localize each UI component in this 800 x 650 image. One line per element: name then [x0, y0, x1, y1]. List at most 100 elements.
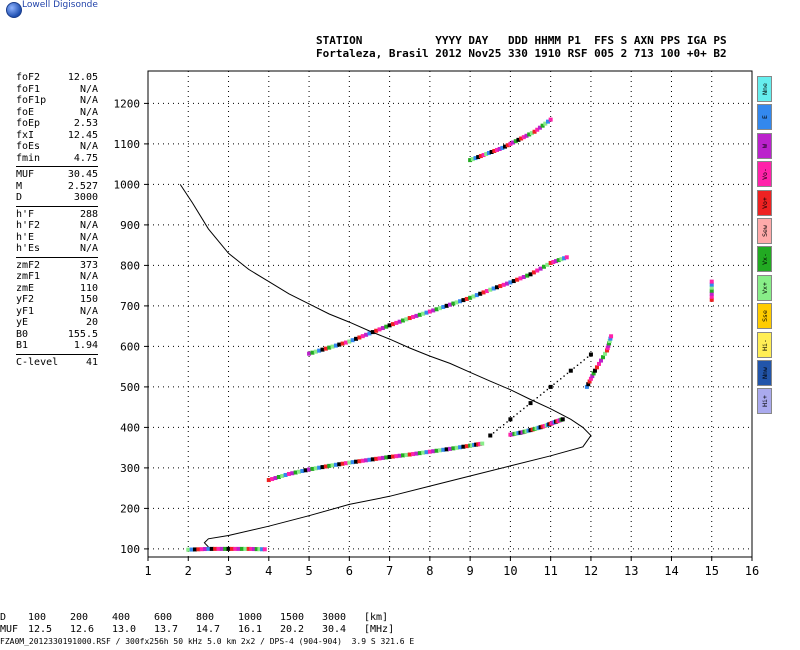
trace-point	[484, 289, 489, 294]
trace-point	[354, 459, 359, 464]
trace-point	[327, 345, 332, 350]
param-value: 4.75	[73, 152, 98, 164]
trace-point	[535, 268, 540, 273]
muf-cell: 12.6	[70, 624, 95, 635]
muf-row: MUF 12.5 12.6 13.0 13.7 14.7 16.1 20.2 30.4 [MHz…	[0, 624, 406, 636]
trace-point	[374, 328, 379, 333]
trace-point	[709, 291, 714, 296]
trace-point	[709, 285, 714, 290]
x-tick-label: 14	[664, 564, 678, 578]
trace-point	[219, 546, 224, 551]
param-value: 110	[79, 282, 98, 294]
trace-point	[590, 374, 595, 379]
trace-point	[520, 430, 525, 435]
param-value: N/A	[79, 243, 98, 254]
param-row: zmF1 N/A	[16, 271, 98, 283]
legend-label: Sew	[760, 225, 769, 237]
axes: 1 2 3 4 5 6 7 8 9 10 11 12 13 14 15 1610020030040050060…	[114, 97, 760, 578]
param-name: zmF2	[16, 259, 41, 271]
trace-point	[562, 256, 567, 261]
trace-point	[468, 295, 473, 300]
param-name: B0	[16, 328, 29, 340]
trace-point	[330, 344, 335, 349]
trace-point	[709, 279, 714, 284]
param-row: D 3000	[16, 192, 98, 204]
trace-point	[394, 454, 399, 459]
trace-point	[364, 458, 369, 463]
trace-point	[588, 376, 593, 381]
trace-point	[407, 316, 412, 321]
x-tick-label: 16	[745, 564, 759, 578]
trace-point	[609, 334, 614, 339]
param-name: fmin	[16, 152, 41, 164]
trace-point	[519, 136, 524, 141]
trace-point	[470, 157, 475, 162]
trace-point	[709, 288, 714, 293]
legend-label: Nnw	[760, 367, 769, 379]
trace-point	[533, 399, 535, 402]
trace-point	[535, 127, 540, 132]
trace-point	[529, 131, 534, 136]
trace-point	[515, 277, 520, 282]
trace-point	[283, 472, 288, 477]
trace-point	[492, 148, 497, 153]
param-value: 155.5	[67, 328, 98, 340]
trace-point	[516, 431, 521, 436]
globe-logo-icon	[6, 2, 22, 18]
trace-point	[249, 546, 254, 551]
trace-point	[543, 121, 548, 126]
trace-point	[354, 336, 359, 341]
scaled-parameters-panel: foF2 12.05 foF1 N/A foF1p N/A foE N/A foEp 2.53 fx…	[16, 72, 98, 368]
trace-point	[407, 452, 412, 457]
trace-point	[297, 469, 301, 474]
trace-point	[505, 281, 510, 286]
trace-point	[534, 426, 539, 431]
legend-item: Vx+	[757, 274, 772, 301]
trace-point	[536, 397, 538, 399]
trace-point	[243, 546, 248, 551]
x-tick-label: 15	[705, 564, 719, 578]
legend-label: Vx-	[760, 253, 769, 266]
legend-label: Hi+	[760, 395, 769, 408]
param-name: M	[16, 180, 23, 192]
trace-point	[709, 294, 714, 299]
trace-point	[347, 460, 352, 465]
trace-point	[431, 449, 436, 454]
trace-point	[458, 445, 463, 450]
y-tick-label: 200	[120, 502, 140, 515]
trace-point	[357, 459, 362, 464]
trace-point	[280, 474, 285, 478]
trace-point	[518, 430, 523, 435]
muf-cell: 20.2	[280, 624, 305, 635]
trace-point	[317, 465, 322, 470]
trace-point	[588, 352, 593, 357]
y-tick-label: 900	[120, 219, 140, 232]
trace-point	[317, 348, 322, 353]
trace-point	[404, 452, 409, 457]
param-value: N/A	[79, 231, 98, 243]
x-tick-label: 2	[185, 564, 192, 578]
trace-point	[343, 461, 348, 466]
trace-point	[464, 444, 469, 449]
distance-cell: 600	[154, 612, 173, 623]
param-name: h'Es	[16, 243, 41, 254]
trace-point	[592, 368, 597, 373]
param-value: 373	[79, 259, 98, 271]
trace-point	[330, 463, 335, 468]
trace-point	[431, 308, 436, 313]
trace-point	[532, 129, 537, 134]
trace-point	[186, 547, 191, 552]
trace-point	[596, 361, 601, 366]
trace-point	[464, 296, 469, 301]
trace-point	[489, 150, 494, 154]
y-tick-label: 100	[120, 543, 140, 556]
trace-point	[512, 431, 517, 436]
trace-point	[481, 153, 486, 158]
trace-point	[537, 125, 542, 130]
trace-point	[508, 417, 513, 422]
trace-point	[434, 448, 439, 453]
trace-point	[576, 364, 579, 366]
trace-point	[233, 546, 238, 551]
trace-point	[601, 355, 606, 360]
trace-point	[427, 309, 432, 314]
